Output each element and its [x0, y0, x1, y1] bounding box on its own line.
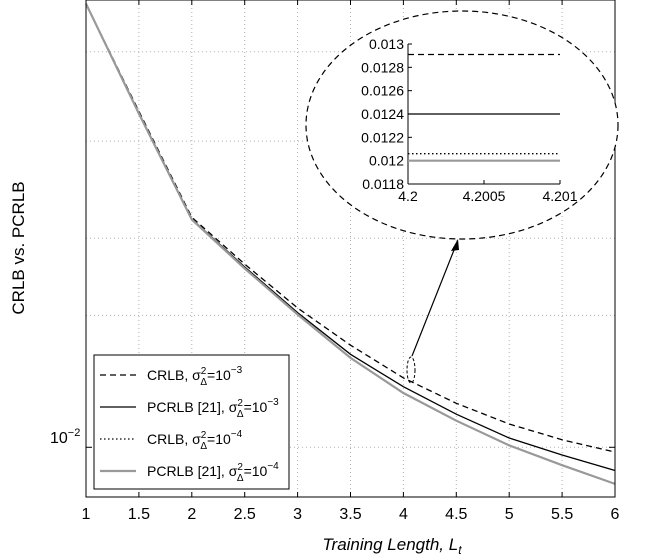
ticks: 1 1.5 2 2.5 3 3.5 4 4.5 5 5.5 6	[82, 0, 620, 523]
inset-y-tick-label: 0.0122	[361, 129, 404, 145]
legend-box	[93, 354, 290, 490]
inset-ellipse	[305, 10, 619, 240]
inset: 0.013 0.0128 0.0126 0.0124 0.0122 0.012 0.0118…	[361, 36, 578, 204]
x-tick-label: 3.5	[339, 506, 361, 523]
inset-y-tick-label: 0.012	[369, 153, 404, 169]
x-tick-label: 4.5	[445, 506, 467, 523]
legend-label-3: PCRLB [21], σ2 Δ=10−4	[147, 461, 279, 484]
inset-x-tick-label: 4.2	[398, 188, 418, 204]
x-tick-label: 1.5	[128, 506, 150, 523]
zoom-marker	[406, 356, 416, 384]
legend-label-0: CRLB, σ2 Δ=10−3	[147, 365, 243, 388]
inset-x-tick-label: 4.2005	[463, 188, 506, 204]
x-tick-label: 1	[82, 506, 91, 523]
inset-y-tick-label: 0.0118	[362, 176, 404, 192]
x-tick-label: 2.5	[234, 506, 256, 523]
legend-label-1: PCRLB [21], σ2 Δ=10−3	[147, 397, 279, 420]
legend: CRLB, σ2 Δ=10−3 PCRLB [21], σ2 Δ=10−3 CRLB, …	[93, 354, 290, 490]
legend-label-2: CRLB, σ2 Δ=10−4	[147, 429, 243, 452]
inset-y-tick-label: 0.0124	[361, 106, 404, 122]
x-axis-label: Training Length, Lt	[322, 535, 462, 557]
zoom-arrow-head	[451, 239, 459, 251]
x-tick-label: 4	[399, 506, 408, 523]
inset-y-tick-label: 0.0128	[361, 59, 404, 75]
x-tick-label: 5.5	[551, 506, 573, 523]
inset-x-tick-label: 4.201	[542, 188, 577, 204]
inset-y-tick-label: 0.013	[369, 36, 404, 52]
zoom-arrow	[411, 244, 457, 357]
inset-y-tick-label: 0.0126	[361, 83, 404, 99]
x-tick-label: 2	[187, 506, 196, 523]
x-tick-label: 6	[611, 506, 620, 523]
y-tick-label: 10−2	[50, 427, 80, 447]
x-tick-label: 3	[293, 506, 302, 523]
series-group	[85, 3, 616, 485]
y-axis-label: CRLB vs. PCRLB	[9, 181, 28, 314]
x-tick-label: 5	[505, 506, 514, 523]
series-line-3	[85, 3, 616, 485]
series-line-0	[85, 3, 616, 453]
